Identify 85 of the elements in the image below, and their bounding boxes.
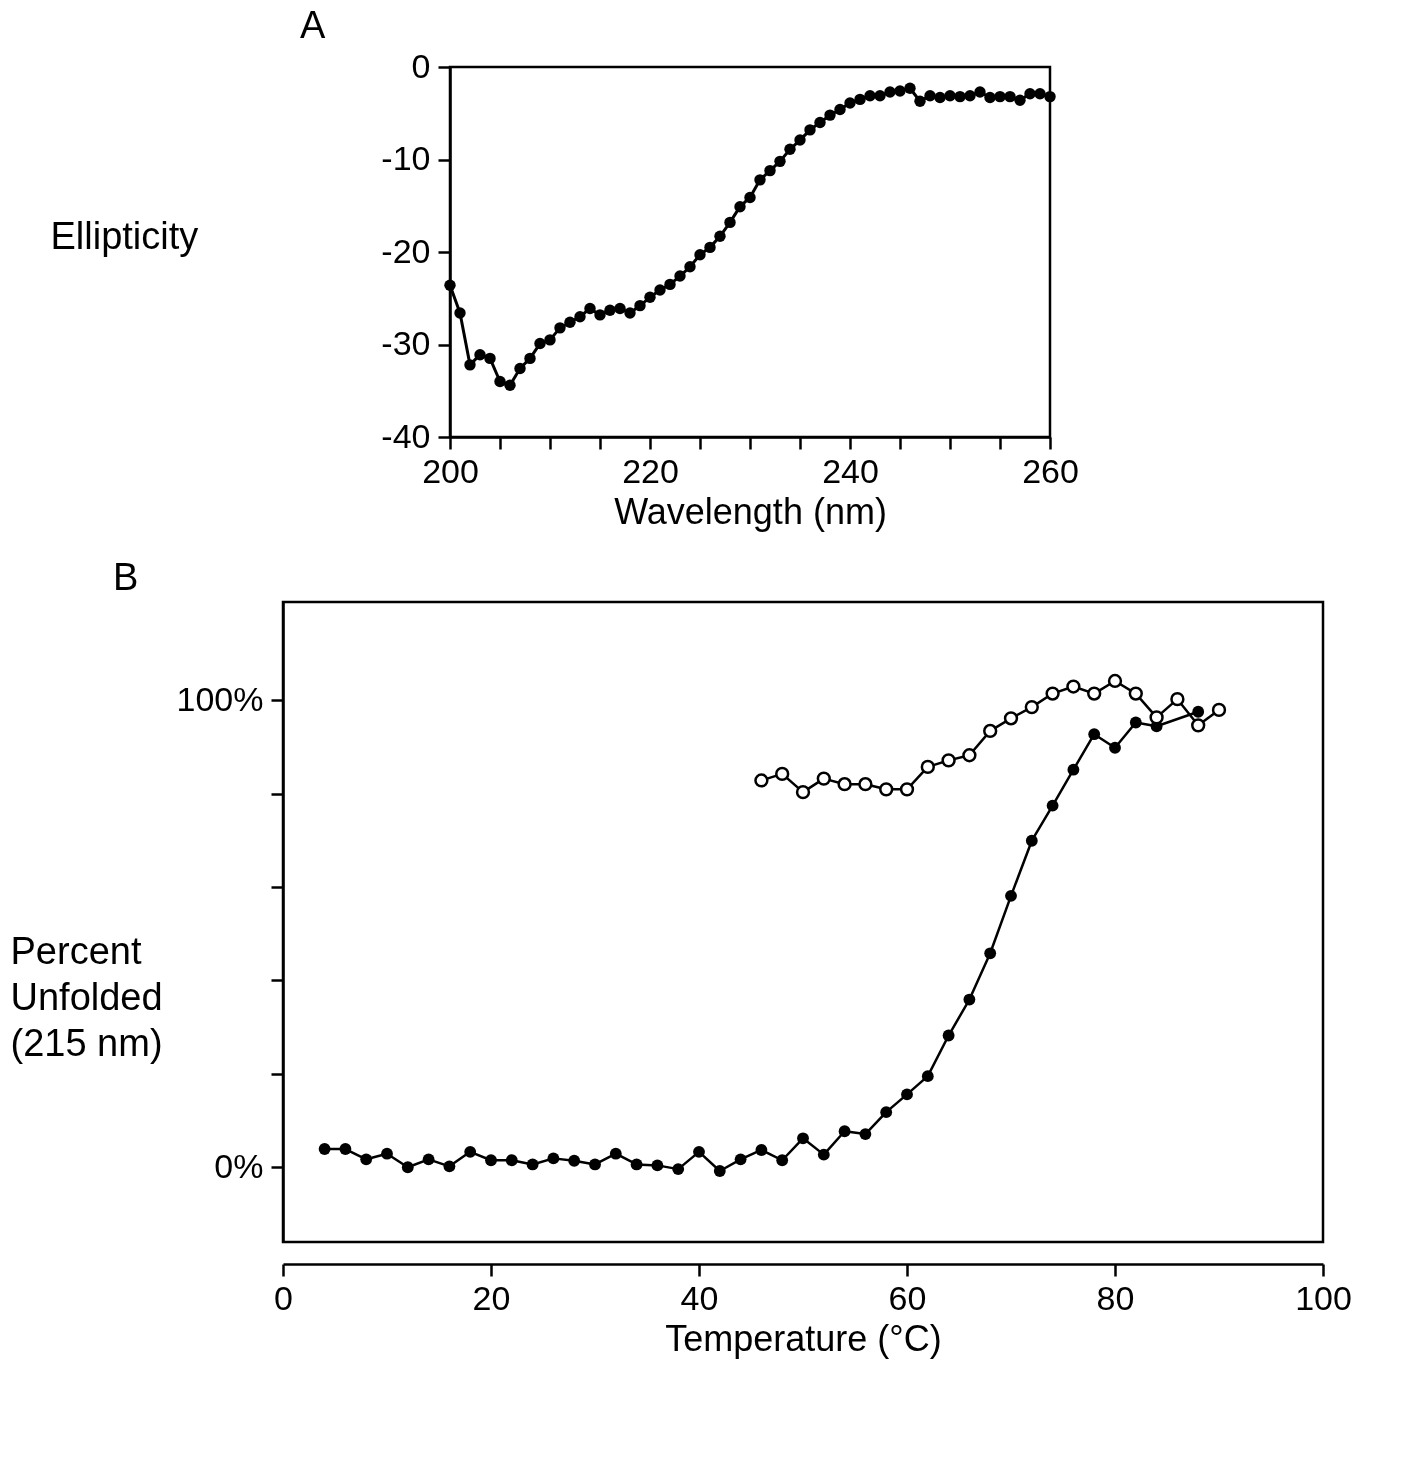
y-tick-label: -20 bbox=[381, 231, 431, 270]
x-tick-label: 100 bbox=[1295, 1278, 1352, 1317]
y-axis-title: Percent Unfolded (215 nm) bbox=[10, 929, 163, 1064]
x-axis-title: Temperature (°C) bbox=[665, 1317, 942, 1359]
point bbox=[859, 1128, 872, 1140]
point bbox=[589, 1158, 601, 1171]
point bbox=[816, 771, 831, 786]
point bbox=[464, 1145, 477, 1158]
y-tick-label: -30 bbox=[381, 324, 431, 362]
point bbox=[1024, 699, 1039, 715]
point bbox=[858, 777, 873, 792]
x-tick-label: 240 bbox=[822, 451, 879, 490]
point bbox=[983, 723, 998, 739]
point bbox=[901, 1088, 913, 1101]
x-tick-label: 220 bbox=[622, 451, 679, 490]
point bbox=[401, 1161, 414, 1174]
point bbox=[443, 1160, 456, 1173]
point bbox=[381, 1147, 393, 1160]
point bbox=[1129, 716, 1142, 729]
point bbox=[1149, 710, 1164, 725]
point bbox=[568, 1154, 581, 1167]
point bbox=[920, 759, 935, 775]
x-tick-label: 0 bbox=[274, 1278, 293, 1317]
point bbox=[485, 1154, 497, 1167]
point bbox=[755, 1144, 768, 1156]
point bbox=[1046, 799, 1059, 812]
point bbox=[630, 1158, 643, 1171]
point bbox=[609, 1147, 622, 1160]
point bbox=[921, 1070, 934, 1083]
point bbox=[547, 1152, 560, 1165]
point bbox=[1025, 834, 1038, 847]
x-tick-label: 20 bbox=[472, 1278, 511, 1317]
point bbox=[754, 773, 769, 788]
point bbox=[942, 1029, 955, 1042]
point bbox=[1192, 705, 1205, 718]
y-tick-label: 100% bbox=[176, 679, 264, 718]
point bbox=[795, 784, 811, 800]
point bbox=[1045, 686, 1060, 701]
point bbox=[651, 1159, 664, 1172]
point bbox=[837, 777, 852, 792]
point bbox=[962, 748, 977, 763]
point bbox=[817, 1148, 830, 1161]
point bbox=[899, 782, 915, 797]
x-tick-label: 60 bbox=[888, 1278, 927, 1317]
point bbox=[1005, 889, 1017, 902]
point bbox=[1003, 711, 1019, 726]
point bbox=[693, 1145, 705, 1158]
point bbox=[672, 1163, 685, 1176]
point bbox=[776, 1154, 789, 1167]
point bbox=[1109, 741, 1121, 754]
point bbox=[775, 766, 790, 782]
chart-title: A bbox=[300, 4, 326, 46]
point bbox=[526, 1158, 539, 1171]
point bbox=[1128, 686, 1143, 701]
point bbox=[360, 1153, 373, 1166]
y-tick-label: -10 bbox=[381, 139, 431, 177]
point bbox=[963, 993, 976, 1006]
y-tick-label: 0% bbox=[214, 1146, 264, 1185]
point bbox=[1107, 673, 1123, 689]
point bbox=[1211, 702, 1227, 718]
point bbox=[1191, 718, 1206, 733]
point bbox=[941, 753, 956, 768]
point bbox=[797, 1132, 809, 1145]
y-tick-label: 0 bbox=[411, 46, 431, 85]
x-tick-label: 260 bbox=[1022, 451, 1079, 490]
point bbox=[1088, 728, 1101, 741]
point bbox=[734, 1153, 747, 1166]
y-axis-title: Ellipticity bbox=[50, 214, 199, 257]
x-axis-title: Wavelength (nm) bbox=[614, 490, 887, 532]
point bbox=[1170, 692, 1185, 707]
chart-title: B bbox=[113, 556, 139, 598]
point bbox=[505, 1154, 518, 1167]
point bbox=[318, 1143, 331, 1155]
point bbox=[339, 1143, 352, 1155]
point bbox=[879, 782, 894, 797]
x-tick-label: 80 bbox=[1096, 1278, 1135, 1317]
point bbox=[880, 1106, 893, 1119]
point bbox=[1087, 686, 1102, 701]
point bbox=[422, 1153, 435, 1166]
point bbox=[1067, 763, 1080, 776]
point bbox=[1066, 679, 1081, 694]
point bbox=[713, 1165, 726, 1177]
point bbox=[838, 1125, 851, 1138]
point bbox=[984, 947, 997, 960]
x-tick-label: 40 bbox=[680, 1278, 719, 1317]
